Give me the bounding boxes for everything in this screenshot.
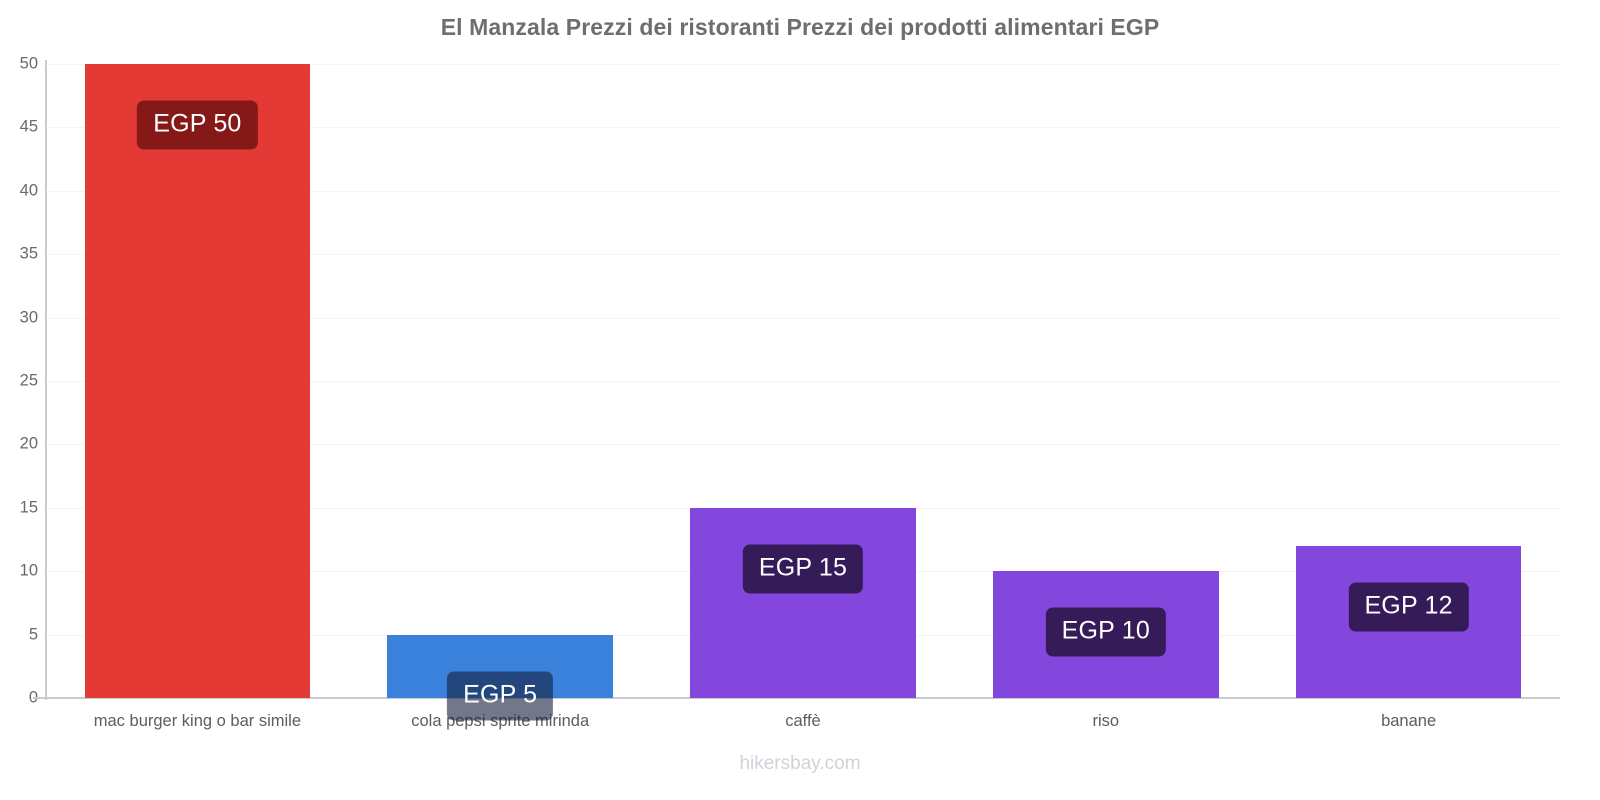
plot-area	[46, 64, 1560, 698]
y-tick-label: 25	[19, 371, 38, 390]
grid-line	[46, 381, 1560, 382]
x-tick-label: riso	[1092, 712, 1120, 730]
y-tick-label: 20	[19, 434, 38, 453]
bar-value-label: EGP 50	[137, 100, 258, 150]
grid-line	[46, 317, 1560, 319]
y-tick-label: 10	[19, 561, 38, 580]
y-tick-label: 50	[19, 54, 38, 73]
chart-title: El Manzala Prezzi dei ristoranti Prezzi …	[440, 14, 1160, 40]
y-tick-label: 5	[28, 625, 38, 644]
bar-value-label: EGP 10	[1045, 607, 1166, 657]
bar-value-label: EGP 5	[447, 671, 554, 721]
bar[interactable]	[84, 64, 311, 698]
y-axis-line	[45, 60, 47, 700]
grid-line	[46, 127, 1560, 129]
y-tick-label: 45	[19, 117, 38, 136]
bar-value-label: EGP 12	[1348, 582, 1469, 632]
x-tick-label: banane	[1381, 712, 1437, 730]
grid-line	[46, 444, 1560, 446]
bar[interactable]	[690, 507, 916, 698]
y-tick-label: 40	[19, 181, 38, 200]
bar-value-label: EGP 15	[742, 544, 864, 594]
source-watermark: hikersbay.com	[739, 753, 861, 774]
grid-line	[46, 190, 1560, 192]
y-axis-tick-labels: 05101520253035404550	[0, 0, 38, 800]
grid-line	[46, 254, 1560, 256]
x-tick-label: caffè	[785, 712, 821, 730]
x-tick-label: mac burger king o bar simile	[93, 712, 302, 730]
y-tick-label: 35	[19, 244, 38, 263]
y-tick-label: 15	[19, 498, 38, 517]
y-tick-label: 30	[19, 308, 38, 327]
grid-line	[46, 64, 1560, 65]
